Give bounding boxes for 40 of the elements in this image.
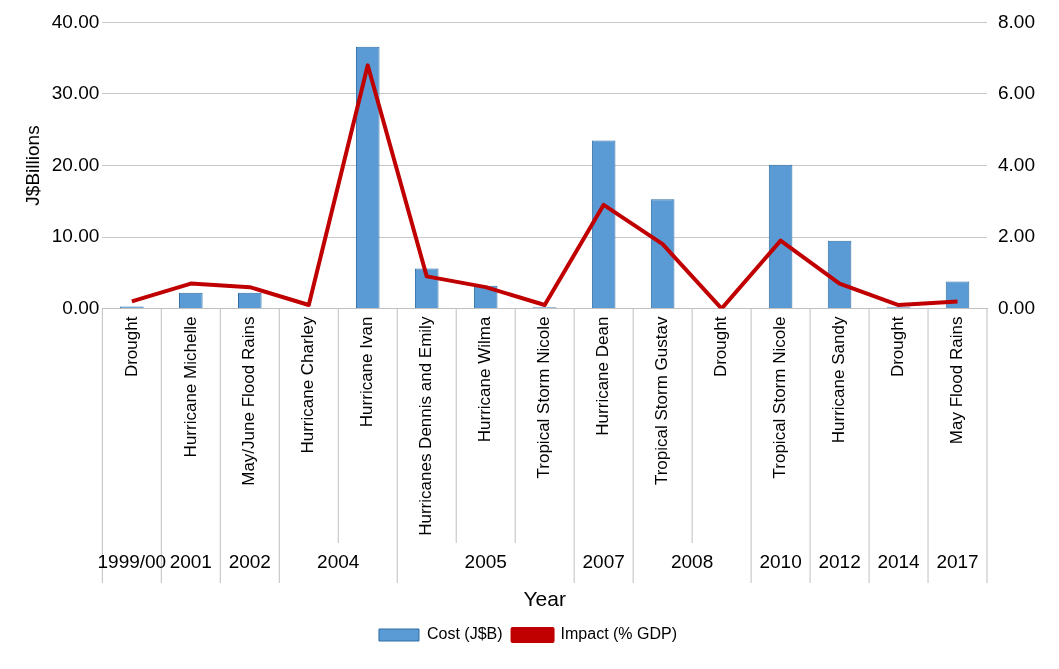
y-axis-title: J$Billions — [21, 125, 43, 206]
text: 2012 — [818, 551, 861, 573]
y-tick-label: 30.00 — [51, 82, 100, 104]
text: 1999/00 — [97, 551, 167, 573]
text: 2017 — [936, 551, 979, 573]
x-tick-label: Drought — [711, 316, 731, 378]
text: 2008 — [670, 551, 714, 573]
text: 2005 — [464, 551, 507, 573]
x-tick-label: May/June Flood Rains — [239, 316, 259, 486]
text: 2010 — [759, 551, 802, 573]
x-tick-label: Hurricane Charley — [298, 316, 318, 454]
x-tick-label: Drought — [121, 316, 141, 378]
y-tick-label: 10.00 — [51, 225, 100, 247]
y2-tick-label: 0.00 — [998, 296, 1035, 318]
y2-tick-label: 4.00 — [998, 153, 1035, 175]
x-tick-label: Hurricane Ivan — [357, 316, 377, 428]
text: 2004 — [317, 551, 360, 573]
x-tick-label: Tropical Storm Gustav — [652, 316, 672, 486]
legend-label: Cost (J$B) — [426, 625, 503, 643]
x-axis-title: Year — [523, 587, 566, 611]
y-tick-label: 20.00 — [51, 153, 100, 175]
text: 2014 — [877, 551, 921, 573]
x-tick-label: Tropical Storm Nicole — [534, 316, 554, 479]
x-tick-label: Hurricane Sandy — [829, 316, 849, 444]
legend-label: Impact (% GDP) — [560, 625, 678, 643]
y-tick-label: 0.00 — [62, 296, 100, 318]
text: 2002 — [228, 551, 271, 573]
x-tick-label: Hurricane Wilma — [475, 316, 495, 443]
y2-tick-label: 8.00 — [998, 10, 1035, 32]
text: 2007 — [582, 551, 625, 573]
x-tick-label: May Flood Rains — [947, 316, 967, 445]
y2-tick-label: 2.00 — [998, 225, 1035, 247]
x-tick-label: Drought — [888, 316, 908, 378]
y2-tick-label: 6.00 — [998, 82, 1035, 104]
x-tick-label: Hurricane Dean — [593, 316, 613, 436]
text: 2001 — [169, 551, 212, 573]
x-tick-label: Tropical Storm Nicole — [770, 316, 790, 479]
y-tick-label: 40.00 — [51, 10, 100, 32]
x-tick-label: Hurricane Michelle — [180, 316, 200, 458]
x-tick-label: Hurricanes Dennis and Emily — [416, 316, 436, 536]
